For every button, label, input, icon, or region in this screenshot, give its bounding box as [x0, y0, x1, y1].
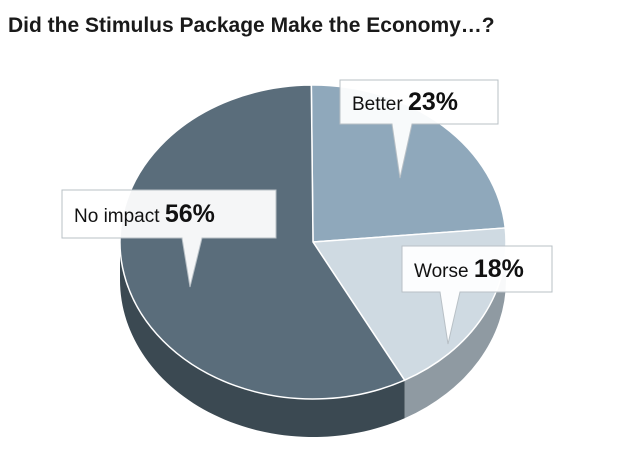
slice-label-better: Better 23%: [352, 88, 458, 116]
slice-name-no-impact: No impact: [74, 206, 165, 227]
callout-box-better: [339, 79, 499, 179]
callout-box-no-impact: [61, 189, 277, 288]
callout-no-impact: No impact 56%: [61, 189, 277, 288]
chart-title: Did the Stimulus Package Make the Econom…: [8, 14, 495, 37]
slice-name-better: Better: [352, 94, 408, 115]
slice-label-worse: Worse 18%: [414, 255, 524, 283]
slice-value-worse: 18%: [474, 255, 524, 283]
slice-name-worse: Worse: [414, 261, 474, 282]
callout-better: Better 23%: [339, 79, 499, 179]
slice-value-no-impact: 56%: [165, 200, 215, 228]
pie-side-worse: [404, 242, 506, 419]
callout-box-worse: [401, 245, 553, 345]
pie-side-no-impact: [120, 242, 405, 437]
slice-label-no-impact: No impact 56%: [74, 200, 215, 228]
slice-value-better: 23%: [408, 88, 458, 116]
pie-slice-no-impact: [119, 84, 406, 400]
callout-worse: Worse 18%: [401, 245, 553, 345]
